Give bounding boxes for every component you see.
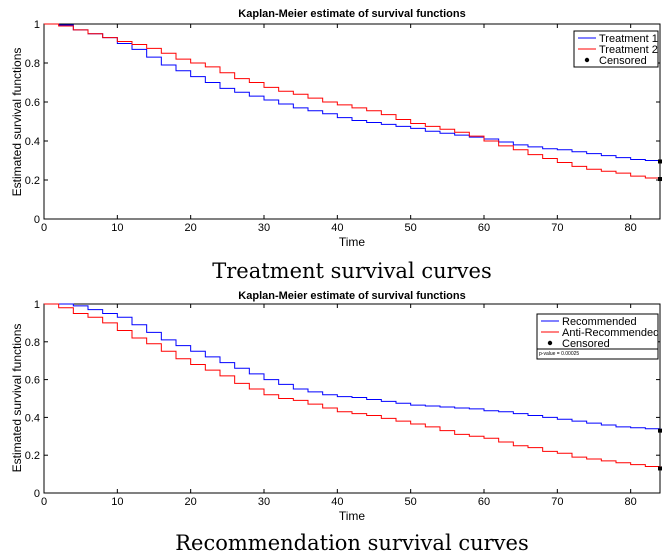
censored-marker	[658, 159, 662, 164]
legend-label: Recommended	[562, 316, 637, 328]
x-tick-label: 30	[258, 496, 270, 508]
x-tick-label: 70	[551, 222, 563, 234]
x-tick-label: 0	[41, 496, 47, 508]
legend-censored-marker	[584, 57, 590, 63]
series-line-1	[44, 23, 661, 162]
legend-label: Censored	[562, 338, 610, 350]
x-axis-label: Time	[339, 235, 366, 249]
legend-label: Censored	[599, 55, 647, 67]
y-axis-label: Estimated survival functions	[10, 48, 24, 197]
x-tick-label: 10	[111, 496, 123, 508]
series-line-2	[44, 23, 661, 180]
plot-area	[43, 303, 661, 494]
x-tick-label: 0	[41, 222, 47, 234]
y-tick-label: 1	[34, 299, 40, 311]
y-tick-label: 0.2	[25, 175, 40, 187]
x-tick-label: 20	[185, 496, 197, 508]
chart-title: Kaplan-Meier estimate of survival functi…	[238, 8, 465, 20]
caption-recommendation: Recommendation survival curves	[175, 531, 528, 555]
pvalue-annotation: p-value = 0.00025	[539, 351, 579, 357]
x-axis-label: Time	[339, 509, 366, 523]
x-tick-label: 20	[185, 222, 197, 234]
x-tick-label: 70	[551, 496, 563, 508]
x-tick-label: 10	[111, 222, 123, 234]
y-tick-label: 0.4	[25, 136, 40, 148]
y-tick-label: 0.8	[25, 337, 40, 349]
y-axis-label: Estimated survival functions	[10, 324, 24, 473]
censored-marker	[658, 177, 662, 182]
y-tick-label: 0.6	[25, 97, 40, 109]
x-tick-label: 60	[478, 222, 490, 234]
x-tick-label: 50	[405, 222, 417, 234]
caption-treatment: Treatment survival curves	[212, 259, 492, 283]
legend-label: Treatment 2	[599, 44, 658, 56]
legend-censored-marker	[547, 340, 553, 346]
y-tick-label: 0	[34, 488, 40, 500]
y-tick-label: 0.2	[25, 450, 40, 462]
y-tick-label: 0.4	[25, 412, 40, 424]
censored-marker	[658, 428, 662, 433]
y-tick-label: 0.6	[25, 375, 40, 387]
x-tick-label: 40	[331, 222, 343, 234]
y-tick-label: 1	[34, 19, 40, 31]
x-tick-label: 30	[258, 222, 270, 234]
x-tick-label: 50	[405, 496, 417, 508]
x-tick-label: 60	[478, 496, 490, 508]
legend-label: Treatment 1	[599, 33, 658, 45]
y-tick-label: 0	[34, 214, 40, 226]
censored-marker	[658, 466, 662, 471]
y-tick-label: 0.8	[25, 58, 40, 70]
series-line-2	[44, 303, 661, 469]
x-tick-label: 80	[625, 222, 637, 234]
legend-label: Anti-Recommended	[562, 327, 659, 339]
x-tick-label: 40	[331, 496, 343, 508]
x-tick-label: 80	[625, 496, 637, 508]
plot-area	[43, 23, 661, 220]
pvalue-box	[536, 348, 659, 360]
series-line-1	[44, 303, 661, 431]
chart-recommendation: Kaplan-Meier estimate of survival functi…	[10, 290, 662, 523]
chart-treatment: Kaplan-Meier estimate of survival functi…	[10, 8, 662, 249]
chart-title: Kaplan-Meier estimate of survival functi…	[238, 290, 465, 302]
